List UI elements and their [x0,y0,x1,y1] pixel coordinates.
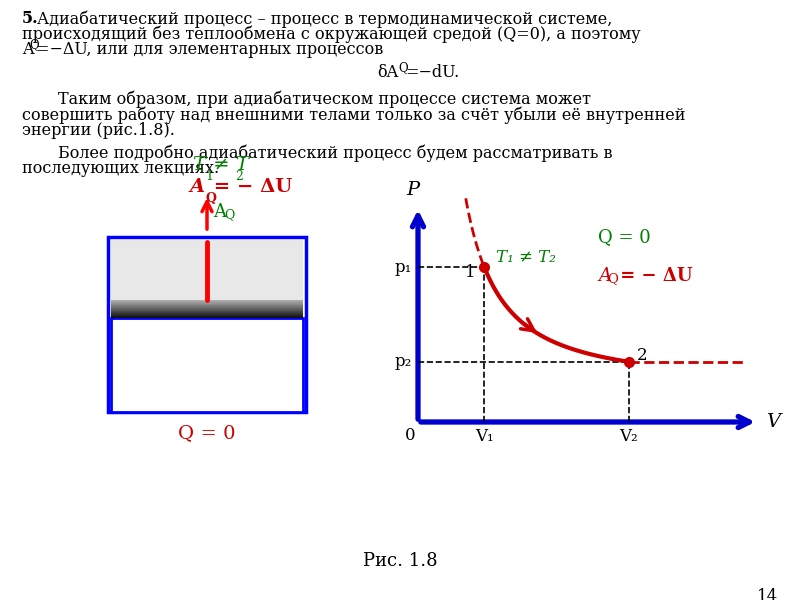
Text: Q: Q [224,208,234,221]
Text: A: A [22,41,34,58]
Text: V₂: V₂ [619,428,638,445]
Text: T: T [192,157,205,175]
Text: V: V [766,413,780,431]
Text: A: A [213,203,226,221]
Text: ≠ T: ≠ T [207,157,249,175]
Text: P: P [406,181,419,199]
Text: = − ΔU: = − ΔU [614,267,693,285]
Text: 2: 2 [235,170,243,184]
Text: Q: Q [607,272,618,285]
Bar [111,317,303,412]
Text: Q = 0: Q = 0 [178,424,236,442]
Text: 0: 0 [405,427,415,444]
Text: Рис. 1.8: Рис. 1.8 [362,552,438,570]
Text: Q = 0: Q = 0 [598,229,651,247]
Text: 5.: 5. [22,10,38,27]
Text: Q: Q [398,61,408,74]
Text: p₂: p₂ [394,353,412,370]
Bar [111,240,303,300]
Text: совершить работу над внешними телами только за счёт убыли её внутренней: совершить работу над внешними телами тол… [22,106,686,124]
Text: A: A [190,178,205,196]
Text: 1: 1 [205,170,213,184]
Text: A: A [598,267,611,285]
Text: 14: 14 [757,588,778,600]
Text: Q: Q [29,38,38,51]
Text: δA: δA [377,64,398,81]
Text: p₁: p₁ [394,259,412,276]
Text: происходящий без теплообмена с окружающей средой (Q=0), а поэтому: происходящий без теплообмена с окружающе… [22,25,641,43]
Text: Таким образом, при адиабатическом процессе система может: Таким образом, при адиабатическом процес… [58,91,591,108]
Text: Q: Q [205,193,216,205]
Text: Адиабатический процесс – процесс в термодинамической системе,: Адиабатический процесс – процесс в термо… [37,10,612,28]
Text: последующих лекциях.: последующих лекциях. [22,160,219,178]
Bar [108,237,306,412]
Text: Более подробно адиабатический процесс будем рассматривать в: Более подробно адиабатический процесс бу… [58,145,613,163]
Text: энергии (рис.1.8).: энергии (рис.1.8). [22,122,175,139]
Text: =−ΔU, или для элементарных процессов: =−ΔU, или для элементарных процессов [36,41,383,58]
Text: = − ΔU: = − ΔU [207,178,292,196]
Text: 2: 2 [637,347,647,364]
Text: V₁: V₁ [475,428,494,445]
Text: T₁ ≠ T₂: T₁ ≠ T₂ [496,249,556,266]
Text: =−dU.: =−dU. [405,64,459,81]
Text: 1: 1 [465,264,476,281]
